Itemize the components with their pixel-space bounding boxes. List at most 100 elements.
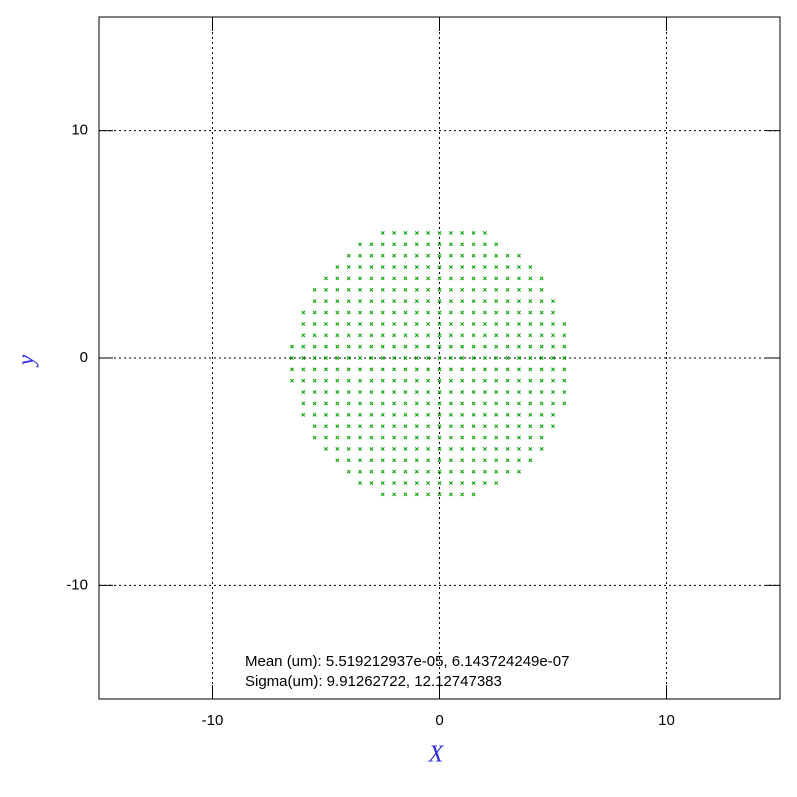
point xyxy=(312,299,317,304)
point xyxy=(392,242,397,247)
point xyxy=(414,265,419,270)
point xyxy=(414,276,419,281)
point xyxy=(562,367,567,372)
point xyxy=(494,310,499,315)
point xyxy=(380,321,385,326)
point xyxy=(516,390,521,395)
point xyxy=(551,378,555,383)
point xyxy=(528,378,533,383)
point xyxy=(562,401,567,406)
point xyxy=(369,242,374,247)
point xyxy=(494,321,499,326)
point xyxy=(448,333,453,338)
point xyxy=(380,424,385,429)
y-tick-label: 10 xyxy=(71,122,88,139)
point xyxy=(516,446,521,451)
point xyxy=(369,435,374,440)
point xyxy=(471,401,476,406)
point xyxy=(562,321,567,326)
point xyxy=(437,481,442,485)
point xyxy=(312,344,317,349)
point xyxy=(539,446,544,451)
point xyxy=(437,344,442,349)
annotation: Mean (um): 5.519212937e-05, 6.143724249e… xyxy=(245,653,569,670)
point xyxy=(358,299,363,304)
point xyxy=(369,412,374,417)
point xyxy=(380,231,385,235)
point xyxy=(482,367,487,372)
point xyxy=(414,333,419,338)
point xyxy=(403,458,408,463)
point xyxy=(312,412,317,417)
point xyxy=(346,253,351,258)
point xyxy=(448,458,453,463)
point xyxy=(369,310,374,315)
point xyxy=(335,287,340,292)
point xyxy=(358,242,363,247)
point xyxy=(437,299,442,304)
point xyxy=(505,390,510,395)
point xyxy=(324,344,328,349)
point xyxy=(346,378,351,383)
point xyxy=(460,299,465,304)
point xyxy=(539,333,544,338)
point xyxy=(414,435,419,440)
point xyxy=(414,367,419,372)
point xyxy=(369,299,374,304)
point xyxy=(551,299,555,304)
point xyxy=(414,412,419,417)
point xyxy=(471,299,476,304)
point xyxy=(380,492,385,497)
point xyxy=(346,276,351,281)
point xyxy=(494,242,499,247)
point xyxy=(460,356,465,360)
point xyxy=(392,356,397,360)
point xyxy=(460,469,465,474)
point xyxy=(448,265,453,270)
point xyxy=(494,390,499,395)
point xyxy=(380,287,385,292)
point xyxy=(448,390,453,395)
point xyxy=(448,287,453,292)
point xyxy=(380,253,385,258)
point xyxy=(528,287,533,292)
point xyxy=(358,446,363,451)
point xyxy=(460,458,465,463)
point xyxy=(358,458,363,463)
point xyxy=(562,356,567,360)
point xyxy=(426,469,431,474)
point xyxy=(494,299,499,304)
point xyxy=(301,412,306,417)
point xyxy=(403,276,408,281)
y-axis-label: y xyxy=(14,354,40,367)
point xyxy=(346,412,351,417)
point xyxy=(426,333,431,338)
point xyxy=(539,276,544,281)
point xyxy=(346,469,351,474)
point xyxy=(551,424,555,429)
point xyxy=(505,412,510,417)
point xyxy=(426,287,431,292)
point xyxy=(358,469,363,474)
point xyxy=(358,321,363,326)
point xyxy=(448,299,453,304)
point xyxy=(448,492,453,497)
point xyxy=(505,378,510,383)
point xyxy=(460,367,465,372)
point xyxy=(392,276,397,281)
point xyxy=(414,310,419,315)
point xyxy=(482,435,487,440)
point xyxy=(460,276,465,281)
point xyxy=(437,435,442,440)
point xyxy=(369,481,374,485)
point xyxy=(482,310,487,315)
point xyxy=(505,265,510,270)
point xyxy=(448,469,453,474)
point xyxy=(289,344,294,349)
point xyxy=(358,412,363,417)
point xyxy=(335,265,340,270)
point xyxy=(392,344,397,349)
point xyxy=(471,265,476,270)
point xyxy=(369,401,374,406)
